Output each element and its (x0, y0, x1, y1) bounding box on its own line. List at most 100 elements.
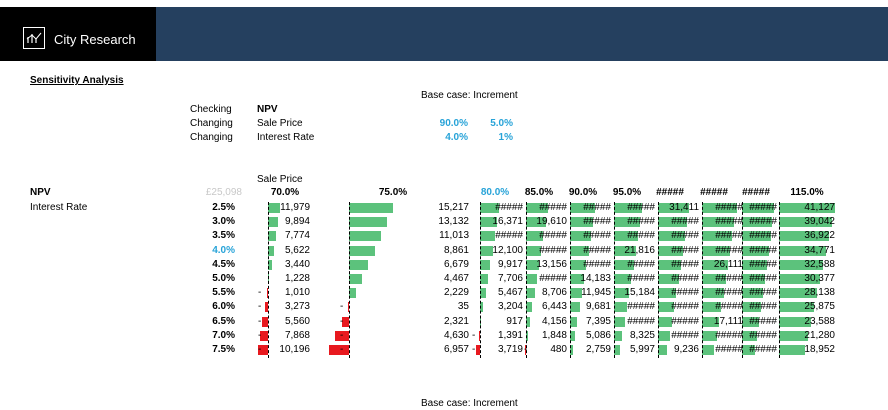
param-name-interest-rate: Interest Rate (257, 132, 315, 143)
data-bar (658, 302, 674, 313)
table-cell: 8,706 (541, 287, 567, 299)
data-bar (349, 217, 387, 228)
data-bar (614, 231, 638, 242)
corner-value: £25,098 (205, 187, 242, 198)
row-header: 7.0% (212, 329, 235, 341)
data-bar (258, 345, 268, 355)
table-cell: ##### (671, 230, 699, 242)
table-cell: 19,610 (536, 216, 567, 228)
data-bar (268, 259, 272, 270)
data-bar (570, 345, 573, 355)
table-cell: 31,411 (669, 202, 699, 213)
data-bar (779, 345, 805, 355)
data-bar (348, 302, 349, 313)
data-bar (742, 302, 761, 313)
table-cell: 21,280 (804, 329, 835, 341)
negative-sign: - (258, 344, 262, 355)
data-bar (614, 203, 642, 213)
row-header: 6.0% (212, 301, 235, 313)
data-bar (570, 259, 586, 270)
table-cell: ##### (583, 258, 611, 270)
data-bar (614, 302, 627, 313)
negative-sign: - (524, 344, 528, 355)
table-cell: 917 (506, 315, 523, 327)
table-cell: ##### (671, 301, 699, 313)
data-bar (480, 288, 486, 299)
table-cell: 6,957 (443, 344, 469, 355)
table-cell: 36,922 (804, 230, 835, 242)
row-header: 5.0% (212, 273, 235, 284)
table-cell: ##### (495, 202, 523, 213)
table-cell: 3,204 (497, 301, 523, 313)
row-header: 7.5% (212, 344, 235, 355)
base-case-label-footer: Base case: Increment (421, 398, 518, 409)
table-cell: ##### (539, 202, 567, 213)
zero-axis (702, 202, 703, 359)
data-bar (268, 231, 276, 242)
data-bar (349, 288, 356, 299)
zero-axis (742, 202, 743, 359)
row-header: 5.5% (212, 287, 235, 299)
data-bar (658, 203, 689, 213)
data-bar (267, 288, 268, 299)
data-bar (479, 330, 480, 341)
table-cell: ##### (671, 329, 699, 341)
table-cell: ##### (627, 202, 655, 213)
data-bar (779, 203, 835, 213)
data-bar (742, 330, 757, 341)
data-bar (742, 316, 759, 327)
data-bar (526, 316, 530, 327)
table-cell: 34,771 (804, 244, 835, 256)
checking-label: Checking (190, 104, 232, 115)
table-cell: 26,111 (713, 258, 743, 270)
table-cell: ##### (539, 273, 567, 284)
data-bar (702, 274, 726, 284)
data-bar (614, 217, 640, 228)
zero-axis (349, 202, 350, 359)
table-cell: ##### (715, 301, 743, 313)
data-bar (570, 231, 591, 242)
table-cell: 32,588 (804, 258, 835, 270)
table-cell: 8,861 (443, 244, 469, 256)
table-cell: 13,156 (536, 258, 567, 270)
table-cell: ##### (495, 230, 523, 242)
table-cell: ##### (715, 244, 743, 256)
table-cell: 11,979 (280, 202, 310, 213)
table-cell: 3,440 (284, 258, 310, 270)
data-bar (262, 316, 268, 327)
column-header: 80.0% (480, 187, 510, 198)
zero-axis (658, 202, 659, 359)
param-name-sale-price: Sale Price (257, 118, 303, 129)
table-cell: 39,042 (804, 216, 835, 228)
table-cell: 9,917 (497, 258, 523, 270)
data-bar (570, 203, 595, 213)
zero-axis (480, 202, 481, 359)
data-bar (614, 316, 625, 327)
data-bar (525, 345, 526, 355)
column-header: 75.0% (378, 187, 408, 198)
data-bar (742, 345, 755, 355)
data-bar (349, 245, 375, 256)
data-bar (335, 330, 349, 341)
table-cell: 15,184 (624, 287, 655, 299)
page-title: Sensitivity Analysis (30, 75, 124, 86)
data-bar (658, 245, 683, 256)
header-band (156, 7, 888, 61)
data-bar (614, 288, 629, 299)
table-cell: 7,395 (585, 315, 611, 327)
table-cell: ##### (583, 202, 611, 213)
zero-axis (268, 202, 269, 359)
table-cell: 480 (550, 344, 567, 355)
table-cell: ##### (749, 230, 777, 242)
table-cell: 17,111 (713, 315, 743, 327)
data-bar (349, 259, 368, 270)
param-base-interest-rate: 4.0% (445, 132, 468, 143)
data-bar (265, 302, 268, 313)
table-cell: 4,630 (443, 329, 469, 341)
table-cell: ##### (539, 230, 567, 242)
data-bar (268, 245, 274, 256)
table-cell: ##### (671, 273, 699, 284)
row-header: 4.0% (212, 244, 235, 256)
row-header: 3.0% (212, 216, 235, 228)
table-cell: 4,156 (541, 315, 567, 327)
